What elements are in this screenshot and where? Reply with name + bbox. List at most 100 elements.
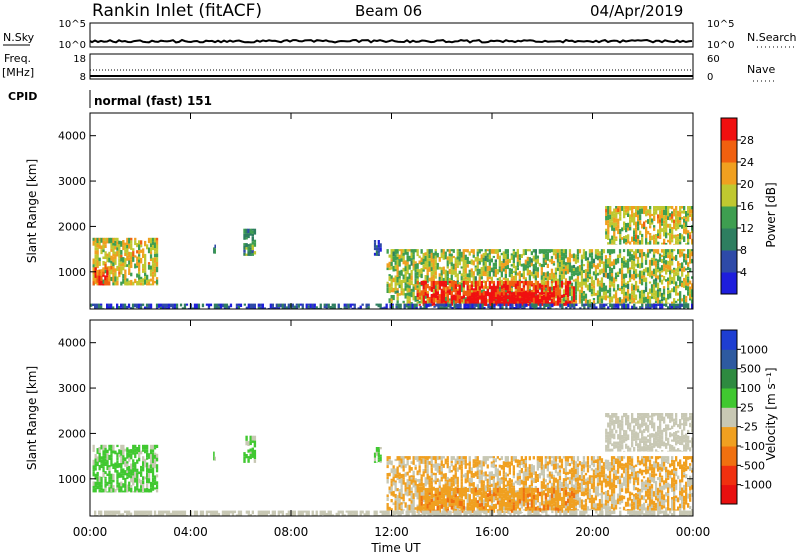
- echo-cell: [671, 306, 674, 309]
- echo-cell: [132, 248, 135, 252]
- echo-cell: [114, 489, 117, 493]
- echo-cell: [408, 249, 411, 252]
- echo-cell: [251, 233, 254, 237]
- echo-cell: [126, 248, 129, 253]
- echo-cell: [140, 249, 143, 253]
- echo-cell: [474, 284, 477, 291]
- echo-cell: [566, 471, 570, 475]
- echo-cell: [110, 448, 113, 454]
- echo-cell: [504, 273, 507, 278]
- echo-cell: [675, 484, 678, 491]
- echo-cell: [604, 263, 608, 270]
- echo-cell: [420, 458, 423, 464]
- echo-cell: [120, 257, 123, 262]
- echo-cell: [142, 268, 145, 271]
- echo-cell: [146, 283, 149, 286]
- echo-cell: [648, 486, 652, 491]
- echo-cell: [353, 303, 356, 307]
- echo-cell: [104, 476, 107, 479]
- echo-cell: [486, 478, 489, 484]
- echo-cell: [578, 302, 582, 304]
- echo-cell: [476, 475, 479, 479]
- echo-cell: [456, 290, 459, 295]
- echo-cell: [484, 476, 487, 481]
- echo-cell: [616, 493, 620, 499]
- echo-cell: [482, 265, 485, 271]
- echo-cell: [128, 280, 131, 283]
- echo-cell: [116, 484, 119, 488]
- echo-cell: [675, 281, 678, 286]
- echo-cell: [625, 303, 628, 308]
- echo-cell: [151, 488, 155, 491]
- echo-cell: [325, 303, 328, 307]
- echo-cell: [247, 449, 250, 453]
- echo-cell: [486, 276, 489, 282]
- echo-cell: [480, 289, 483, 295]
- echo-cell: [94, 247, 97, 251]
- echo-cell: [558, 258, 562, 262]
- echo-cell: [496, 294, 500, 299]
- echo-cell: [458, 509, 461, 511]
- echo-cell: [243, 245, 246, 250]
- echo-cell: [512, 475, 515, 479]
- echo-cell: [398, 261, 401, 267]
- echo-cell: [626, 289, 630, 294]
- echo-cell: [357, 307, 360, 309]
- echo-cell: [390, 468, 393, 474]
- echo-cell: [126, 278, 129, 282]
- echo-cell: [616, 274, 620, 277]
- echo-cell: [566, 456, 570, 462]
- echo-cell: [642, 476, 646, 479]
- echo-cell: [474, 461, 477, 468]
- echo-cell: [510, 274, 513, 279]
- echo-cell: [149, 251, 153, 255]
- echo-cell: [689, 280, 692, 285]
- echo-cell: [669, 508, 672, 511]
- echo-cell: [685, 296, 688, 299]
- echo-cell: [650, 470, 654, 474]
- echo-cell: [478, 464, 481, 468]
- echo-cell: [610, 249, 614, 254]
- echo-cell: [657, 206, 660, 211]
- echo-cell: [414, 284, 417, 290]
- echo-cell: [102, 279, 105, 285]
- echo-cell: [580, 481, 584, 487]
- echo-cell: [594, 495, 598, 501]
- echo-cell: [675, 285, 678, 289]
- echo-cell: [584, 502, 588, 508]
- echo-cell: [394, 498, 397, 501]
- echo-cell: [660, 461, 664, 465]
- echo-cell: [640, 481, 644, 488]
- echo-cell: [434, 275, 437, 279]
- echo-cell: [257, 303, 260, 307]
- echo-cell: [416, 293, 419, 298]
- echo-cell: [191, 307, 195, 309]
- echo-cell: [562, 298, 566, 302]
- echo-cell: [482, 257, 485, 262]
- echo-cell: [460, 478, 463, 482]
- echo-cell: [414, 269, 417, 273]
- echo-cell: [430, 477, 433, 481]
- echo-cell: [412, 459, 415, 465]
- echo-cell: [458, 290, 461, 296]
- echo-cell: [564, 294, 568, 298]
- echo-cell: [492, 456, 495, 459]
- echo-cell: [630, 503, 634, 507]
- echo-cell: [516, 286, 520, 291]
- echo-cell: [691, 206, 694, 210]
- echo-cell: [649, 233, 652, 236]
- echo-cell: [600, 255, 604, 261]
- echo-cell: [558, 287, 562, 290]
- echo-cell: [651, 218, 654, 223]
- echo-cell: [658, 466, 662, 471]
- echo-cell: [124, 488, 127, 493]
- echo-cell: [665, 466, 668, 473]
- echo-cell: [379, 447, 382, 450]
- echo-cell: [502, 277, 505, 280]
- echo-cell: [112, 237, 115, 243]
- echo-cell: [496, 497, 499, 501]
- echo-cell: [662, 461, 666, 467]
- echo-cell: [416, 278, 419, 282]
- echo-cell: [617, 208, 620, 213]
